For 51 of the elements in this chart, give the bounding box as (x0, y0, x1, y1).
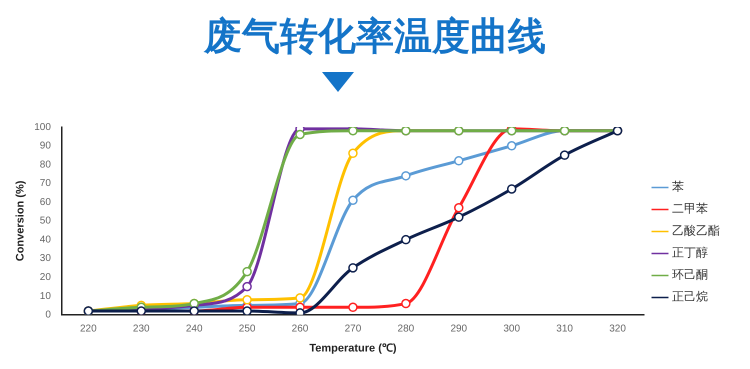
legend-label: 正己烷 (672, 290, 708, 304)
x-tick-label: 220 (80, 324, 98, 335)
point (348, 263, 358, 273)
legend-label: 正丁醇 (672, 246, 708, 260)
point (506, 184, 516, 194)
y-axis-title: Conversion (%) (14, 180, 27, 262)
point (242, 306, 252, 315)
x-tick-label: 310 (556, 324, 574, 335)
chart-title: 废气转化率温度曲线 (202, 13, 547, 60)
point (401, 171, 411, 181)
legend-label: 环己酮 (672, 268, 708, 282)
x-tick-label: 300 (503, 324, 520, 335)
point (295, 308, 305, 315)
y-tick-label: 90 (40, 140, 52, 152)
x-tick-label: 270 (344, 324, 362, 335)
point (454, 212, 464, 222)
point (295, 130, 305, 140)
x-tick-label: 280 (398, 324, 415, 335)
y-tick-label: 100 (34, 122, 52, 133)
point (454, 156, 464, 166)
point (454, 203, 464, 213)
y-tick-label: 80 (40, 159, 52, 170)
legend-label: 乙酸乙酯 (672, 224, 720, 238)
y-tick-label: 30 (40, 253, 52, 264)
point (242, 282, 252, 292)
y-tick-label: 20 (40, 272, 52, 283)
x-axis-title: Temperature (℃) (309, 342, 397, 354)
y-tick-label: 10 (40, 290, 52, 302)
y-tick-label: 40 (40, 234, 52, 246)
point (348, 195, 358, 205)
legend-label: 苯 (672, 180, 684, 194)
point (295, 293, 305, 303)
x-tick-label: 290 (450, 324, 468, 335)
y-tick-label: 70 (40, 178, 52, 190)
x-tick-label: 320 (609, 324, 626, 335)
point (242, 295, 252, 305)
x-tick-label: 230 (132, 324, 150, 335)
point (506, 141, 516, 151)
x-tick-label: 260 (292, 324, 309, 335)
y-tick-label: 50 (40, 216, 52, 227)
point (242, 266, 252, 276)
y-tick-label: 0 (45, 310, 52, 321)
point (560, 150, 570, 160)
point (348, 148, 358, 158)
point (348, 302, 358, 312)
x-tick-label: 240 (186, 324, 203, 335)
x-tick-label: 250 (238, 324, 256, 335)
legend-label: 二甲苯 (672, 202, 708, 216)
point (401, 298, 411, 308)
point (401, 234, 411, 244)
y-tick-label: 60 (40, 196, 52, 208)
